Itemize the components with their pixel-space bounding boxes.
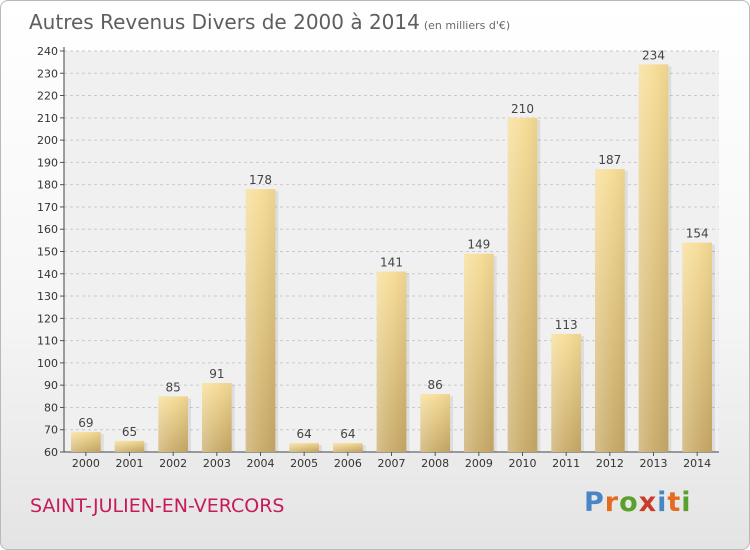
y-tick-label: 230 xyxy=(37,67,58,80)
y-tick-label: 190 xyxy=(37,156,58,169)
x-tick-label: 2000 xyxy=(72,457,100,470)
x-tick-label: 2008 xyxy=(421,457,449,470)
bar-value-label: 64 xyxy=(340,427,355,441)
x-tick-label: 2004 xyxy=(247,457,275,470)
x-tick-label: 2005 xyxy=(290,457,318,470)
x-tick-label: 2001 xyxy=(116,457,144,470)
location-name: SAINT-JULIEN-EN-VERCORS xyxy=(30,495,285,517)
logo-letter: o xyxy=(619,487,639,518)
y-tick-label: 80 xyxy=(44,401,58,414)
bar-value-label: 91 xyxy=(209,367,224,381)
y-tick-label: 90 xyxy=(44,379,58,392)
logo-letter: i xyxy=(657,487,668,518)
bar-value-label: 210 xyxy=(511,102,534,116)
bar-highlight xyxy=(114,440,145,452)
bar-highlight xyxy=(594,169,625,453)
proxiti-logo: Proxiti xyxy=(584,487,692,518)
x-tick-label: 2002 xyxy=(159,457,187,470)
bar-value-label: 65 xyxy=(122,425,137,439)
logo-letter: P xyxy=(584,487,605,518)
y-tick-label: 110 xyxy=(37,335,58,348)
bar-value-label: 85 xyxy=(166,380,181,394)
y-tick-label: 200 xyxy=(37,134,58,147)
x-tick-label: 2009 xyxy=(465,457,493,470)
bar-highlight xyxy=(682,242,713,452)
bar-value-label: 154 xyxy=(686,227,709,241)
logo-letter: i xyxy=(681,487,692,518)
y-tick-label: 210 xyxy=(37,112,58,125)
x-tick-label: 2014 xyxy=(683,457,711,470)
x-tick-label: 2007 xyxy=(378,457,406,470)
bar-highlight xyxy=(507,117,538,452)
bar-highlight xyxy=(420,394,451,452)
y-tick-label: 100 xyxy=(37,357,58,370)
y-tick-label: 60 xyxy=(44,446,58,459)
bar-value-label: 187 xyxy=(598,153,621,167)
logo-letter: x xyxy=(638,487,658,518)
bar-highlight xyxy=(551,333,582,452)
bar-highlight xyxy=(463,253,494,452)
x-tick-label: 2006 xyxy=(334,457,362,470)
y-tick-label: 240 xyxy=(37,45,58,58)
y-tick-label: 70 xyxy=(44,424,58,437)
bar-highlight xyxy=(70,431,101,452)
bar-value-label: 86 xyxy=(428,378,443,392)
x-tick-label: 2012 xyxy=(596,457,624,470)
x-tick-label: 2013 xyxy=(640,457,668,470)
y-tick-label: 170 xyxy=(37,201,58,214)
bar-value-label: 234 xyxy=(642,48,665,62)
bar-value-label: 141 xyxy=(380,256,403,270)
logo-letter: t xyxy=(667,487,682,518)
y-tick-label: 180 xyxy=(37,179,58,192)
bar-value-label: 113 xyxy=(555,318,578,332)
y-tick-label: 160 xyxy=(37,223,58,236)
x-tick-label: 2010 xyxy=(509,457,537,470)
bar-highlight xyxy=(332,443,363,452)
bar-highlight xyxy=(289,443,320,452)
y-tick-label: 140 xyxy=(37,268,58,281)
bar-value-label: 64 xyxy=(297,427,312,441)
x-tick-label: 2003 xyxy=(203,457,231,470)
bar-highlight xyxy=(638,64,669,452)
y-tick-label: 150 xyxy=(37,246,58,259)
y-tick-label: 120 xyxy=(37,312,58,325)
bar-highlight xyxy=(201,382,232,452)
y-tick-label: 220 xyxy=(37,90,58,103)
chart-subtitle: (en milliers d'€) xyxy=(423,19,511,32)
logo-letter: r xyxy=(604,487,620,518)
bar-highlight xyxy=(245,189,276,452)
bar-value-label: 178 xyxy=(249,173,272,187)
bar-value-label: 69 xyxy=(78,416,93,430)
bar-highlight xyxy=(158,396,189,452)
bar-highlight xyxy=(376,271,407,452)
x-tick-label: 2011 xyxy=(552,457,580,470)
chart-title-text: Autres Revenus Divers de 2000 à 2014 xyxy=(29,10,420,34)
y-tick-label: 130 xyxy=(37,290,58,303)
bar-value-label: 149 xyxy=(467,238,490,252)
chart-title: Autres Revenus Divers de 2000 à 2014 (en … xyxy=(29,10,510,34)
